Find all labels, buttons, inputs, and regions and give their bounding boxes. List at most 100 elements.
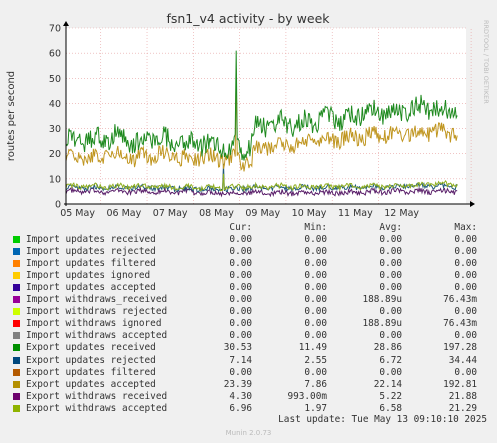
legend-swatch <box>13 404 20 412</box>
legend-min-value: 2.55 <box>304 354 327 366</box>
header-max: Max: <box>454 222 477 233</box>
legend-row: Import withdraws ignored 0.00 0.00 188.89u 7… <box>0 318 497 330</box>
x-tick-label: 08 May <box>199 208 234 219</box>
y-tick-label: 60 <box>49 49 61 60</box>
legend-row: Export updates filtered 0.00 0.00 0.00 0.00 <box>0 367 497 379</box>
legend-cur-value: 0.00 <box>229 282 252 294</box>
legend-cur-value: 30.53 <box>223 342 252 354</box>
legend-max-value: 0.00 <box>454 246 477 258</box>
legend-label: Import updates filtered <box>26 258 156 270</box>
legend-row: Import withdraws rejected 0.00 0.00 0.00 0.0… <box>0 306 497 318</box>
legend-swatch <box>13 380 20 388</box>
legend-min-value: 7.86 <box>304 378 327 390</box>
legend-cur-value: 7.14 <box>229 354 252 366</box>
legend-label: Export updates received <box>26 342 156 354</box>
x-tick-label: 10 May <box>292 208 327 219</box>
legend-label: Import withdraws_received <box>26 294 168 306</box>
legend-label: Import updates accepted <box>26 282 156 294</box>
y-tick-label: 50 <box>49 74 61 85</box>
legend-cur-value: 4.30 <box>229 390 252 402</box>
x-axis-arrow <box>470 201 475 207</box>
legend-avg-value: 22.14 <box>373 378 402 390</box>
legend-row: Import updates received 0.00 0.00 0.00 0.00 <box>0 234 497 246</box>
legend-avg-value: 5.22 <box>379 390 402 402</box>
legend-cur-value: 0.00 <box>229 330 252 342</box>
legend-swatch <box>13 248 20 256</box>
legend-max-value: 76.43m <box>443 318 477 330</box>
y-tick-label: 70 <box>49 24 61 35</box>
legend-row: Import updates ignored 0.00 0.00 0.00 0.00 <box>0 270 497 282</box>
legend-max-value: 0.00 <box>454 270 477 282</box>
legend-avg-value: 6.58 <box>379 402 402 414</box>
y-tick-label: 40 <box>49 99 61 110</box>
legend-row: Export withdraws received 4.30 993.00m 5.22… <box>0 391 497 403</box>
legend-avg-value: 0.00 <box>379 234 402 245</box>
y-tick-label: 30 <box>49 124 61 135</box>
legend-min-value: 0.00 <box>304 294 327 306</box>
legend-min-value: 0.00 <box>304 270 327 282</box>
legend-swatch <box>13 356 20 364</box>
legend-cur-value: 0.00 <box>229 306 252 318</box>
x-tick-label: 05 May <box>60 208 95 219</box>
header-min: Min: <box>304 222 327 233</box>
legend-swatch <box>13 392 20 400</box>
legend-label: Import updates received <box>26 234 156 245</box>
legend-max-value: 76.43m <box>443 294 477 306</box>
series-line-export-updates-accepted <box>65 68 458 172</box>
x-tick-label: 07 May <box>153 208 188 219</box>
legend-row: Import updates accepted 0.00 0.00 0.00 0.00 <box>0 282 497 294</box>
legend-swatch <box>13 284 20 292</box>
series-line-export-updates-received <box>65 50 458 161</box>
legend-cur-value: 0.00 <box>229 258 252 270</box>
legend-swatch <box>13 344 20 352</box>
legend-cur-value: 0.00 <box>229 318 252 330</box>
legend-min-value: 0.00 <box>304 246 327 258</box>
legend-row: Import withdraws_received 0.00 0.00 188.89u… <box>0 294 497 306</box>
legend-min-value: 0.00 <box>304 234 327 245</box>
legend-min-value: 0.00 <box>304 306 327 318</box>
legend-label: Export withdraws received <box>26 390 168 402</box>
legend-max-value: 0.00 <box>454 366 477 378</box>
munin-footer: Munin 2.0.73 <box>225 429 272 437</box>
legend-label: Export updates accepted <box>26 378 156 390</box>
legend-max-value: 21.88 <box>448 390 477 402</box>
rrdtool-side-label: RRDTOOL / TOBI OETIKER <box>482 20 490 104</box>
legend-swatch <box>13 260 20 268</box>
legend-max-value: 0.00 <box>454 234 477 245</box>
legend-row: Import updates filtered 0.00 0.00 0.00 0.00 <box>0 258 497 270</box>
legend-min-value: 1.97 <box>304 402 327 414</box>
legend-cur-value: 6.96 <box>229 402 252 414</box>
x-tick-label: 09 May <box>245 208 280 219</box>
legend-swatch <box>13 308 20 316</box>
legend-avg-value: 28.86 <box>373 342 402 354</box>
y-axis-label: routes per second <box>6 71 17 161</box>
y-tick-label: 0 <box>55 200 61 211</box>
legend-avg-value: 0.00 <box>379 366 402 378</box>
legend-row: Export updates rejected 7.14 2.55 6.72 34.44 <box>0 355 497 367</box>
legend-cur-value: 0.00 <box>229 366 252 378</box>
x-tick-label: 06 May <box>106 208 141 219</box>
legend-row: Import withdraws accepted 0.00 0.00 0.00 0.0… <box>0 330 497 342</box>
legend-cur-value: 0.00 <box>229 294 252 306</box>
legend-min-value: 0.00 <box>304 366 327 378</box>
legend-swatch <box>13 296 20 304</box>
legend-cur-value: 23.39 <box>223 378 252 390</box>
y-tick-label: 20 <box>49 149 61 160</box>
legend-min-value: 0.00 <box>304 318 327 330</box>
legend-row: Export withdraws accepted 6.96 1.97 6.58 21.… <box>0 403 497 415</box>
legend-max-value: 34.44 <box>448 354 477 366</box>
legend-avg-value: 6.72 <box>379 354 402 366</box>
legend-swatch <box>13 320 20 328</box>
legend-avg-value: 0.00 <box>379 270 402 282</box>
x-tick-label: 11 May <box>338 208 373 219</box>
legend-label: Import withdraws ignored <box>26 318 162 330</box>
legend-avg-value: 188.89u <box>362 318 402 330</box>
x-tick-label: 12 May <box>384 208 419 219</box>
legend-cur-value: 0.00 <box>229 246 252 258</box>
legend-avg-value: 0.00 <box>379 246 402 258</box>
legend-row: Import updates rejected 0.00 0.00 0.00 0.00 <box>0 246 497 258</box>
series-line-export-withdraws-accepted <box>65 173 458 192</box>
legend-min-value: 993.00m <box>287 390 327 402</box>
legend-max-value: 21.29 <box>448 402 477 414</box>
last-update: Last update: Tue May 13 09:10:10 2025 <box>278 414 487 425</box>
